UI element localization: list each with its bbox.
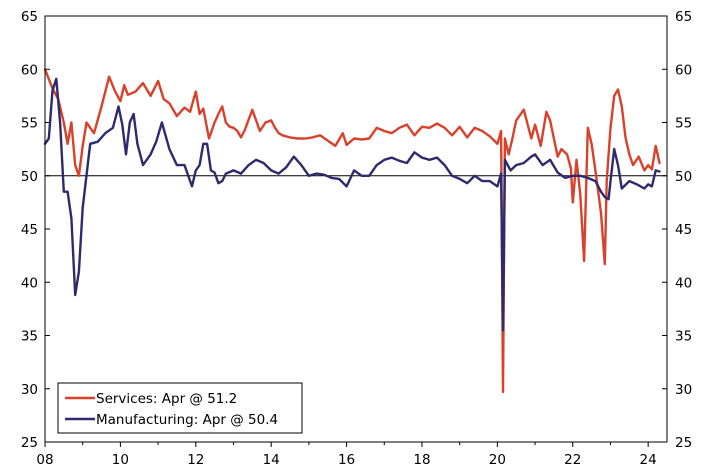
y-tick-label-right: 35 [675, 329, 692, 345]
y-tick-label-left: 30 [21, 382, 38, 398]
y-tick-label-right: 30 [675, 382, 692, 398]
x-tick-label: 14 [263, 452, 280, 468]
x-tick-label: 18 [413, 452, 430, 468]
y-tick-label-left: 45 [21, 222, 38, 238]
y-tick-label-right: 55 [675, 116, 692, 132]
x-tick-label: 12 [187, 452, 204, 468]
x-tick-label: 08 [36, 452, 53, 468]
x-tick-label: 20 [489, 452, 506, 468]
y-tick-label-right: 65 [675, 9, 692, 25]
y-tick-label-left: 35 [21, 329, 38, 345]
legend: Services: Apr @ 51.2 Manufacturing: Apr … [57, 382, 303, 434]
series-manufacturing-line [43, 77, 661, 332]
y-tick-label-left: 25 [21, 435, 38, 451]
y-tick-label-left: 50 [21, 169, 38, 185]
y-tick-label-right: 50 [675, 169, 692, 185]
y-tick-label-right: 45 [675, 222, 692, 238]
y-tick-label-left: 65 [21, 9, 38, 25]
x-axis: 08 10 12 14 16 18 20 22 24 [36, 442, 657, 468]
plot-area-frame [44, 15, 668, 443]
y-tick-label-right: 60 [675, 62, 692, 78]
legend-box [57, 382, 303, 434]
y-tick-label-right: 40 [675, 275, 692, 291]
legend-services-label: Services: Apr @ 51.2 [96, 391, 237, 407]
y-tick-label-left: 55 [21, 116, 38, 132]
x-tick-label: 22 [564, 452, 581, 468]
left-y-axis: 25 30 35 40 45 50 55 60 65 [21, 9, 50, 451]
x-tick-label: 10 [112, 452, 129, 468]
y-tick-label-right: 25 [675, 435, 692, 451]
series-layer [43, 68, 661, 394]
legend-manufacturing-label: Manufacturing: Apr @ 50.4 [96, 412, 278, 428]
y-tick-label-left: 40 [21, 275, 38, 291]
series-services-line [43, 68, 661, 394]
x-tick-label: 16 [338, 452, 355, 468]
x-tick-label: 24 [640, 452, 657, 468]
y-tick-label-left: 60 [21, 62, 38, 78]
